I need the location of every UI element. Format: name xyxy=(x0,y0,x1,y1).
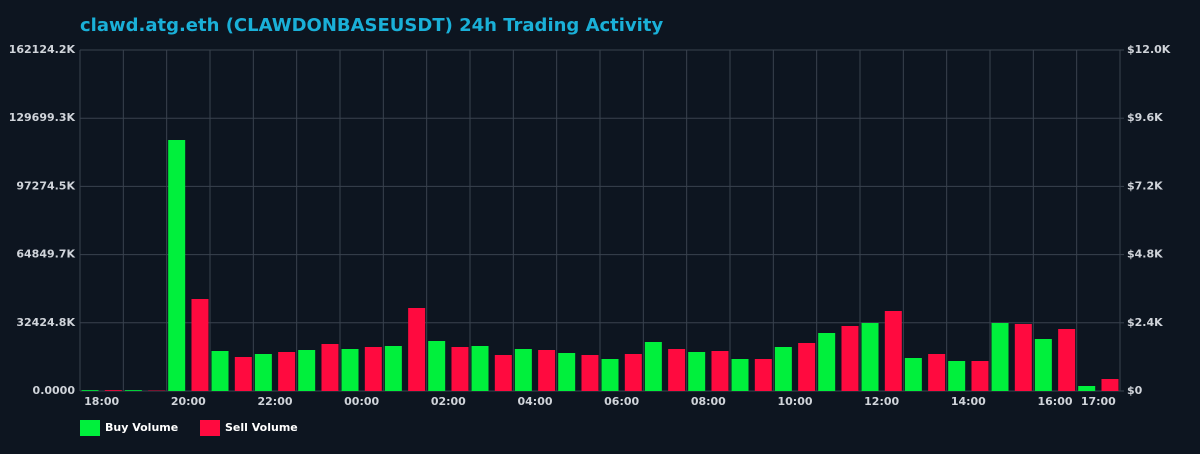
y2-tick-label: $0 xyxy=(1127,384,1143,397)
x-tick-label: 08:00 xyxy=(691,395,726,408)
legend-label: Sell Volume xyxy=(225,421,298,434)
bar xyxy=(538,350,555,391)
bar xyxy=(342,349,359,391)
chart-title: clawd.atg.eth (CLAWDONBASEUSDT) 24h Trad… xyxy=(80,15,663,36)
x-tick-label: 22:00 xyxy=(257,395,292,408)
x-tick-label: 10:00 xyxy=(777,395,812,408)
bar xyxy=(1078,386,1095,391)
x-tick-label: 04:00 xyxy=(517,395,552,408)
x-tick-label: 12:00 xyxy=(864,395,899,408)
bar xyxy=(668,349,685,391)
x-tick-label: 18:00 xyxy=(84,395,119,408)
bar xyxy=(298,350,315,391)
y2-tick-label: $4.8K xyxy=(1127,248,1163,261)
bar xyxy=(711,351,728,391)
bar xyxy=(971,361,988,391)
x-tick-label: 00:00 xyxy=(344,395,379,408)
y2-tick-label: $7.2K xyxy=(1127,179,1163,192)
bar xyxy=(278,352,295,391)
bar xyxy=(862,323,879,391)
bar xyxy=(82,390,99,391)
bar xyxy=(472,346,489,391)
bar xyxy=(688,352,705,391)
y-tick-label: 97274.5K xyxy=(16,179,75,192)
x-tick-label: 02:00 xyxy=(431,395,466,408)
y-tick-label: 129699.3K xyxy=(9,111,76,124)
bar xyxy=(948,361,965,391)
y-tick-label: 0.0000 xyxy=(33,384,76,397)
bar xyxy=(1015,324,1032,391)
bar xyxy=(581,355,598,391)
x-tick-label: 20:00 xyxy=(171,395,206,408)
bar xyxy=(1101,379,1118,391)
bar xyxy=(365,347,382,391)
bar xyxy=(321,344,338,391)
bar xyxy=(885,311,902,391)
y2-tick-label: $2.4K xyxy=(1127,316,1163,329)
bar xyxy=(105,390,122,391)
bar xyxy=(841,326,858,391)
bar xyxy=(191,299,208,391)
bar xyxy=(255,354,272,391)
bar xyxy=(428,341,445,391)
bar xyxy=(645,342,662,391)
bar xyxy=(818,333,835,391)
bar xyxy=(168,140,185,391)
bar xyxy=(125,390,142,391)
x-tick-label: 17:00 xyxy=(1081,395,1116,408)
bar xyxy=(558,353,575,391)
y-tick-label: 162124.2K xyxy=(9,43,76,56)
legend-label: Buy Volume xyxy=(105,421,178,434)
bar xyxy=(775,347,792,391)
x-tick-label: 06:00 xyxy=(604,395,639,408)
bar xyxy=(1058,329,1075,391)
bar xyxy=(928,354,945,391)
bar xyxy=(905,358,922,391)
x-tick-label: 14:00 xyxy=(951,395,986,408)
bar xyxy=(625,354,642,391)
bar xyxy=(755,359,772,391)
legend-swatch xyxy=(200,420,220,436)
bar xyxy=(732,359,749,391)
bar xyxy=(451,347,468,391)
bar xyxy=(992,323,1009,391)
bar xyxy=(515,349,532,391)
legend-swatch xyxy=(80,420,100,436)
y-tick-label: 32424.8K xyxy=(16,316,75,329)
bar xyxy=(602,359,619,391)
bar xyxy=(212,351,229,391)
bar xyxy=(798,343,815,391)
bar xyxy=(385,346,402,391)
x-tick-label: 16:00 xyxy=(1037,395,1072,408)
y2-tick-label: $9.6K xyxy=(1127,111,1163,124)
y2-tick-label: $12.0K xyxy=(1127,43,1171,56)
bar xyxy=(1035,339,1052,391)
y-tick-label: 64849.7K xyxy=(16,248,75,261)
bar xyxy=(408,308,425,391)
bar xyxy=(495,355,512,391)
bar xyxy=(235,357,252,391)
